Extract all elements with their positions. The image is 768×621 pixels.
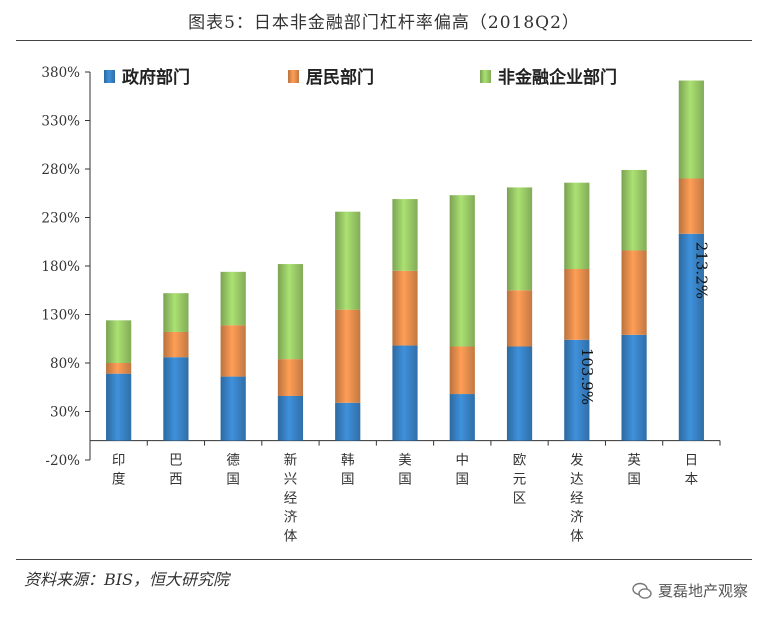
x-tick-label: 发 [570,453,584,469]
x-tick-label: 经 [570,491,584,507]
bar-corp [621,169,647,251]
x-tick-label: 度 [112,472,126,488]
x-tick-label: 济 [570,510,584,526]
bar-gov [621,334,647,441]
bar-household [564,269,590,340]
bar-corp [506,187,533,291]
bar-gov [163,357,189,441]
data-label: 103.9% [578,348,596,405]
y-tick-label: 330% [41,114,80,130]
x-tick-label: 巴 [169,453,183,469]
bar-corp [564,182,590,270]
bar-gov [335,402,361,441]
bar-household [621,250,647,335]
x-tick-label: 区 [513,491,527,507]
bar-gov [106,373,132,441]
legend-swatch-corp [480,70,491,83]
legend-swatch-household [288,70,299,83]
x-tick-label: 体 [570,529,584,545]
legend-swatch-gov [104,70,115,83]
bar-household [449,346,475,395]
x-tick-label: 德 [226,453,240,469]
x-tick-label: 兴 [284,472,298,488]
bar-household [106,363,132,374]
x-tick-label: 经 [284,491,298,507]
bar-household [163,331,189,358]
bar-household [220,325,246,377]
bar-gov [277,395,304,441]
y-tick-label: 230% [41,211,80,227]
bar-corp [678,80,704,179]
x-tick-label: 国 [226,472,240,488]
source-note: 资料来源：BIS，恒大研究院 [24,570,230,589]
chart-title: 图表5：日本非金融部门杠杆率偏高（2018Q2） [188,13,580,33]
x-tick-label: 韩 [341,453,355,469]
x-tick-label: 印 [112,453,126,469]
bar-corp [392,199,418,271]
bar-corp [277,264,304,360]
legend-label-household: 居民部门 [306,67,374,88]
x-tick-label: 国 [627,472,641,488]
y-tick-label: 180% [41,259,80,275]
y-tick-label: 280% [41,162,80,178]
x-tick-label: 中 [456,453,470,469]
x-tick-label: 新 [284,453,298,469]
bar-corp [335,211,361,310]
legend-label-corp: 非金融企业部门 [498,67,617,88]
bar-gov [449,394,475,441]
bar-gov [392,345,418,441]
x-tick-label: 美 [398,453,412,469]
bar-gov [506,346,533,441]
x-tick-label: 国 [398,472,412,488]
x-tick-label: 日 [685,453,699,469]
watermark-text: 夏磊地产观察 [657,582,748,600]
bar-corp [449,195,475,347]
bar-gov [220,376,246,441]
bar-corp [106,320,132,363]
x-tick-label: 国 [456,472,470,488]
bar-gov [678,233,704,441]
bar-household [678,178,704,234]
bar-household [506,290,533,347]
bar-gov [564,339,590,441]
bar-household [392,270,418,346]
y-tick-label: 130% [41,308,80,324]
x-tick-label: 西 [169,472,183,488]
bar-household [277,359,304,396]
y-tick-label: -20% [45,453,80,469]
bar-household [335,309,361,403]
x-tick-label: 英 [627,452,641,469]
x-tick-label: 欧 [513,453,527,469]
legend-label-gov: 政府部门 [122,67,190,88]
y-tick-label: 380% [41,65,80,81]
bar-corp [220,271,246,326]
stacked-bar-chart: -20%30%80%130%180%230%280%330%380%印度巴西德国… [41,65,721,545]
y-tick-label: 80% [50,356,80,372]
x-tick-label: 国 [341,472,355,488]
x-tick-label: 达 [570,472,584,488]
watermark: 夏磊地产观察 [632,580,748,601]
data-label: 213.2% [692,242,710,299]
bar-corp [163,293,189,332]
x-tick-label: 济 [284,510,298,526]
wechat-icon [632,582,652,599]
x-tick-label: 元 [513,472,527,488]
x-tick-label: 本 [685,472,699,488]
x-tick-label: 体 [284,529,298,545]
y-tick-label: 30% [50,405,80,421]
footer-rule [16,559,752,560]
title-rule [16,40,752,41]
